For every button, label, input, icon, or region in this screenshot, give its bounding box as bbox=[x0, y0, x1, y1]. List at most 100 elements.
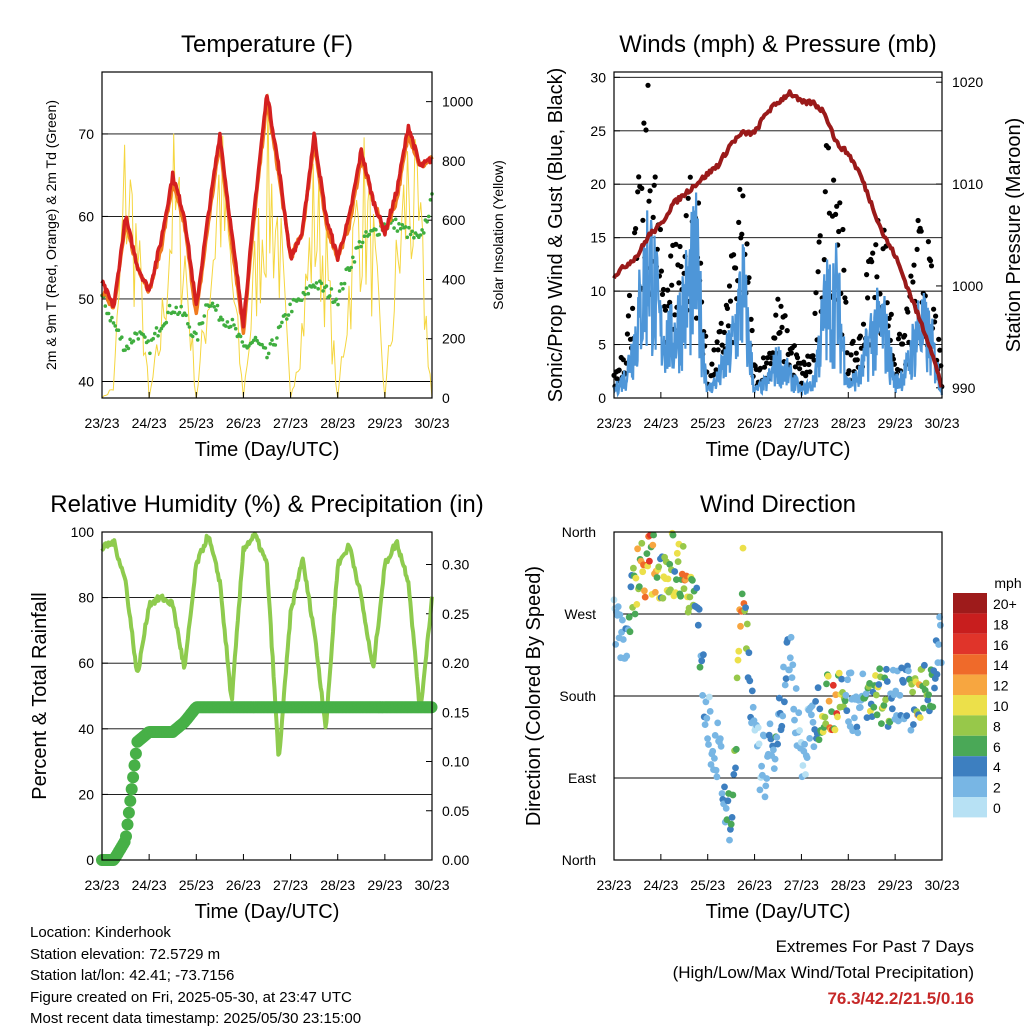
direction-point bbox=[614, 603, 622, 611]
direction-point bbox=[920, 704, 927, 712]
gust-point bbox=[831, 177, 837, 183]
temp-ytick-label: 70 bbox=[78, 126, 94, 142]
legend-label: 0 bbox=[993, 800, 1001, 816]
direction-point bbox=[734, 656, 742, 664]
dewpoint-point bbox=[342, 281, 347, 286]
direction-point bbox=[704, 735, 711, 742]
gust-point bbox=[933, 313, 939, 319]
gust-point bbox=[665, 287, 671, 293]
direction-point bbox=[815, 736, 823, 744]
dewpoint-point bbox=[286, 313, 291, 317]
direction-point bbox=[799, 762, 807, 769]
gust-point bbox=[775, 296, 781, 302]
gust-point bbox=[815, 269, 821, 275]
dewpoint-point bbox=[265, 355, 269, 360]
dewpoint-point bbox=[352, 260, 357, 264]
direction-point bbox=[883, 665, 890, 673]
station-location: Location: Kinderhook bbox=[30, 924, 171, 941]
station-elevation: Station elevation: 72.5729 m bbox=[30, 945, 221, 963]
temp-xlabel: Time (Day/UTC) bbox=[195, 439, 340, 461]
dewpoint-point bbox=[212, 305, 216, 309]
direction-point bbox=[825, 697, 833, 705]
legend-label: 12 bbox=[993, 678, 1009, 694]
direction-point bbox=[709, 747, 717, 755]
direction-point bbox=[875, 681, 883, 688]
rh-ytick-label: 80 bbox=[78, 590, 94, 606]
direction-point bbox=[717, 742, 725, 750]
wind-ylabel-right: Station Pressure (Maroon) bbox=[1003, 118, 1024, 353]
direction-point bbox=[924, 696, 932, 704]
direction-point bbox=[841, 697, 849, 705]
direction-point bbox=[878, 720, 885, 727]
gust-point bbox=[779, 324, 785, 330]
direction-point bbox=[905, 667, 912, 675]
figure-created: Figure created on Fri, 2025-05-30, at 23… bbox=[30, 988, 352, 1006]
dewpoint-point bbox=[314, 281, 319, 285]
direction-point bbox=[847, 669, 855, 677]
wind-xtick-label: 26/23 bbox=[737, 415, 772, 431]
gust-point bbox=[733, 265, 739, 271]
direction-point bbox=[669, 531, 677, 539]
rh-xtick-label: 23/23 bbox=[84, 877, 119, 893]
gust-point bbox=[931, 306, 937, 312]
wind-ytick-label: 10 bbox=[590, 283, 606, 299]
extremes-subtitle: (High/Low/Max Wind/Total Precipitation) bbox=[672, 963, 974, 982]
rh-ytick-label: 100 bbox=[71, 524, 95, 540]
direction-point bbox=[823, 680, 830, 688]
gust-point bbox=[927, 258, 934, 264]
gust-point bbox=[709, 361, 715, 367]
direction-point bbox=[743, 620, 751, 628]
dewpoint-point bbox=[278, 324, 283, 329]
gust-point bbox=[854, 357, 860, 363]
gust-point bbox=[773, 312, 779, 318]
dewpoint-point bbox=[359, 244, 363, 249]
gust-point bbox=[646, 198, 652, 204]
dewpoint-point bbox=[316, 287, 321, 291]
dewpoint-point bbox=[190, 334, 195, 339]
direction-point bbox=[838, 675, 846, 683]
gust-point bbox=[739, 231, 745, 237]
direction-point bbox=[761, 793, 769, 801]
dewpoint-point bbox=[151, 336, 155, 341]
dewpoint-point bbox=[418, 233, 423, 237]
direction-point bbox=[760, 732, 768, 740]
direction-point bbox=[883, 678, 891, 685]
gust-point bbox=[635, 189, 641, 195]
rh-ytick-right-label: 0.05 bbox=[442, 803, 469, 819]
dewpoint-point bbox=[337, 289, 342, 293]
direction-point bbox=[666, 560, 674, 568]
temp-xtick-label: 28/23 bbox=[320, 415, 355, 431]
dewpoint-point bbox=[349, 265, 354, 270]
legend-swatch bbox=[953, 633, 987, 655]
legend-swatch bbox=[953, 593, 987, 614]
gust-point bbox=[737, 186, 743, 192]
dir-xtick-label: 30/23 bbox=[924, 877, 959, 893]
direction-point bbox=[619, 636, 627, 643]
dewpoint-point bbox=[209, 304, 213, 308]
gust-point bbox=[678, 263, 684, 270]
dewpoint-point bbox=[164, 320, 169, 325]
gust-point bbox=[822, 189, 828, 195]
wind-xtick-label: 23/23 bbox=[596, 415, 631, 431]
gust-point bbox=[784, 328, 790, 334]
wind-speed-line bbox=[612, 192, 943, 398]
dewpoint-point bbox=[255, 338, 259, 343]
direction-point bbox=[763, 775, 771, 782]
direction-point bbox=[803, 754, 811, 761]
wind-title: Winds (mph) & Pressure (mb) bbox=[619, 31, 936, 58]
temp-xtick-label: 30/23 bbox=[414, 415, 449, 431]
direction-point bbox=[646, 557, 653, 565]
dir-xtick-label: 25/23 bbox=[690, 877, 725, 893]
wind-ytick-label: 5 bbox=[598, 337, 606, 353]
rh-ylabel-left: Percent & Total Rainfall bbox=[29, 592, 51, 800]
dewpoint-point bbox=[167, 303, 172, 308]
dewpoint-point bbox=[186, 322, 190, 326]
legend-label: 10 bbox=[993, 698, 1009, 714]
gust-point bbox=[811, 357, 817, 363]
direction-point bbox=[714, 719, 722, 727]
legend-swatch bbox=[953, 654, 987, 675]
direction-point bbox=[771, 755, 779, 763]
dewpoint-point bbox=[148, 351, 152, 356]
direction-point bbox=[616, 611, 624, 619]
dewpoint-point bbox=[156, 334, 160, 338]
